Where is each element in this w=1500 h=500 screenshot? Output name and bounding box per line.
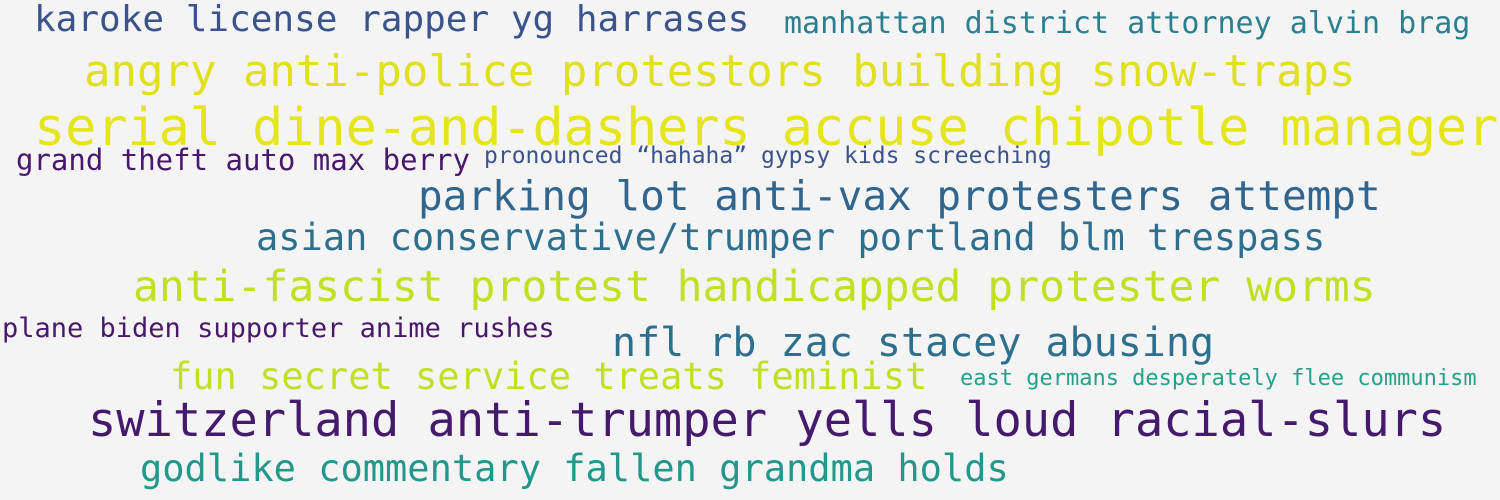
word-phrase: nfl rb zac stacey abusing: [612, 320, 1215, 366]
word-phrase: grand theft auto max berry: [16, 143, 470, 177]
word-phrase: angry anti-police protestors building sn…: [84, 46, 1356, 97]
word-phrase: anti-fascist protest handicapped protest…: [133, 262, 1376, 312]
word-phrase: manhattan district attorney alvin brag: [784, 6, 1471, 41]
word-phrase: godlike commentary fallen grandma holds: [140, 447, 1009, 490]
word-phrase: fun secret service treats feminist: [170, 355, 928, 398]
word-phrase: karoke license rapper yg harrases: [34, 0, 750, 40]
word-phrase: plane biden supporter anime rushes: [2, 313, 555, 344]
word-phrase: east germans desperately flee communism: [960, 366, 1477, 391]
word-phrase: pronounced “hahaha” gypsy kids screechin…: [484, 143, 1052, 169]
word-phrase: switzerland anti-trumper yells loud raci…: [88, 393, 1447, 448]
word-phrase: parking lot anti-vax protesters attempt: [418, 172, 1381, 220]
word-phrase: serial dine-and-dashers accuse chipotle …: [34, 98, 1499, 158]
word-phrase: asian conservative/trumper portland blm …: [256, 216, 1326, 259]
